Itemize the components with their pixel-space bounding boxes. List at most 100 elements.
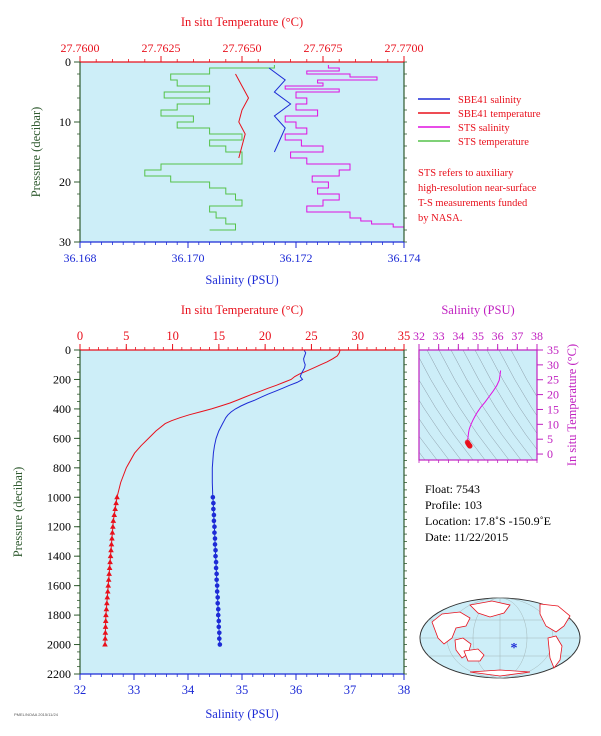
temperature-point xyxy=(108,547,114,553)
ts-curve xyxy=(464,370,502,449)
near-surface-temperature-lines xyxy=(144,65,275,231)
ts-top-tick-label: 35 xyxy=(472,329,484,343)
full-profile-axes: 0 5 10 15 20 25 30 35 32 33 34 35 36 37 38 0 200 400 600 80… xyxy=(47,329,410,697)
sts-salinity-line xyxy=(284,65,404,228)
full-profile-y-tick-label: 1600 xyxy=(47,579,71,593)
full-profile-x-tick-label: 32 xyxy=(74,683,87,697)
ts-top-tick-label: 38 xyxy=(531,329,543,343)
salinity-point xyxy=(214,589,220,594)
ts-right-tick-label: 35 xyxy=(547,343,559,357)
salinity-point xyxy=(213,559,219,565)
ts-density-contour xyxy=(450,350,522,460)
near-surface-y-tick-label: 10 xyxy=(59,115,71,129)
sts-note-line: by NASA. xyxy=(418,213,463,224)
full-profile-x-tick-label: 37 xyxy=(344,683,357,697)
full-profile-y-tick-label: 800 xyxy=(53,461,71,475)
temperature-point xyxy=(104,594,111,600)
full-profile-x-tick-label: 34 xyxy=(182,683,195,697)
salinity-point xyxy=(211,506,216,512)
salinity-point xyxy=(216,624,222,630)
sts-temperature-line xyxy=(144,65,275,231)
ts-top-tick-label: 32 xyxy=(413,329,425,343)
near-surface-top-tick-label: 27.7650 xyxy=(223,41,262,55)
ts-right-tick-label: 25 xyxy=(547,373,559,387)
salinity-point xyxy=(215,601,220,606)
temperature-point xyxy=(102,617,109,623)
full-profile-panel: 0 5 10 15 20 25 30 35 32 33 34 35 36 37 38 0 200 400 600 80… xyxy=(11,303,410,721)
salinity-point xyxy=(215,606,221,612)
ts-top-tick-label: 34 xyxy=(452,329,464,343)
full-profile-top-tick-label: 15 xyxy=(213,329,226,343)
sts-note: STS refers to auxiliary high-resolution … xyxy=(418,166,598,226)
ts-right-tick-label: 0 xyxy=(547,447,553,461)
salinity-point xyxy=(215,595,220,600)
world-map: * xyxy=(419,597,581,679)
sbe41-salinity-line xyxy=(268,67,292,153)
ts-density-contour xyxy=(486,350,537,434)
ts-diagram-plot-area xyxy=(419,350,537,460)
near-surface-top-tick-label: 27.7625 xyxy=(142,41,181,55)
temperature-point xyxy=(105,582,112,588)
ts-density-contour xyxy=(419,435,438,460)
full-profile-top-tick-label: 10 xyxy=(166,329,179,343)
ts-density-contour xyxy=(498,350,537,417)
ts-density-contour xyxy=(438,350,510,460)
temperature-profile-line xyxy=(116,349,341,498)
salinity-profile-line xyxy=(211,349,307,498)
near-surface-y-tick-label: 0 xyxy=(65,55,71,69)
temperature-point xyxy=(104,588,111,594)
temperature-point xyxy=(107,553,114,559)
legend: SBE41 salinity SBE41 temperature STS salin… xyxy=(418,95,541,148)
near-surface-top-tick-label: 27.7700 xyxy=(385,41,424,55)
ts-curve-line xyxy=(466,370,502,443)
ts-right-tick-label: 15 xyxy=(547,402,559,416)
ts-density-contour xyxy=(419,379,474,460)
temperature-point xyxy=(110,517,117,523)
full-profile-y-tick-label: 200 xyxy=(53,372,71,386)
temperature-point xyxy=(109,535,115,541)
temperature-point xyxy=(102,629,109,635)
temperature-point xyxy=(109,529,116,535)
sts-note-line: T-S measurements funded xyxy=(418,198,528,209)
map-land xyxy=(431,600,571,677)
full-profile-top-axis-title: In situ Temperature (°C) xyxy=(181,303,303,317)
sbe41-temperature-line xyxy=(235,73,250,159)
salinity-point xyxy=(211,500,216,506)
full-profile-x-axis-title: Salinity (PSU) xyxy=(205,707,278,721)
full-profile-x-tick-label: 33 xyxy=(128,683,141,697)
ts-top-tick-label: 33 xyxy=(433,329,445,343)
near-surface-x-axis-title: Salinity (PSU) xyxy=(205,273,278,287)
near-surface-salinity-lines xyxy=(268,65,404,228)
salinity-point xyxy=(212,542,218,547)
ts-right-tick-label: 30 xyxy=(547,358,559,372)
salinity-point xyxy=(213,553,218,559)
ts-right-tick-label: 20 xyxy=(547,388,559,402)
full-profile-x-tick-label: 38 xyxy=(398,683,411,697)
ts-right-axis-title: In situ Temperature (°C) xyxy=(565,344,579,466)
near-surface-y-tick-label: 30 xyxy=(59,235,71,249)
temperature-point xyxy=(108,541,115,547)
full-profile-y-tick-label: 1000 xyxy=(47,490,71,504)
temperature-point xyxy=(106,570,112,576)
near-surface-top-tick-label: 27.7600 xyxy=(61,41,100,55)
sts-note-line: high-resolution near-surface xyxy=(418,183,537,194)
full-profile-y-tick-label: 1200 xyxy=(47,520,71,534)
near-surface-x-tick-label: 36.168 xyxy=(64,251,97,265)
full-profile-plot-area xyxy=(80,350,404,674)
ts-top-tick-label: 37 xyxy=(511,329,523,343)
full-profile-y-tick-label: 2000 xyxy=(47,638,71,652)
temperature-point xyxy=(102,641,108,647)
ts-density-contour xyxy=(474,350,537,451)
profile-date: Date: 11/22/2015 xyxy=(425,530,509,544)
full-profile-y-tick-label: 400 xyxy=(53,402,71,416)
profile-number: Profile: 103 xyxy=(425,498,482,512)
salinity-point xyxy=(212,536,218,541)
legend-label: STS temperature xyxy=(458,137,529,148)
near-surface-x-tick-label: 36.172 xyxy=(280,251,313,265)
ts-density-contour xyxy=(426,350,498,460)
near-surface-y-axis-title: Pressure (decibar) xyxy=(29,107,43,198)
temperature-point xyxy=(106,564,113,570)
temperature-point xyxy=(113,500,119,506)
